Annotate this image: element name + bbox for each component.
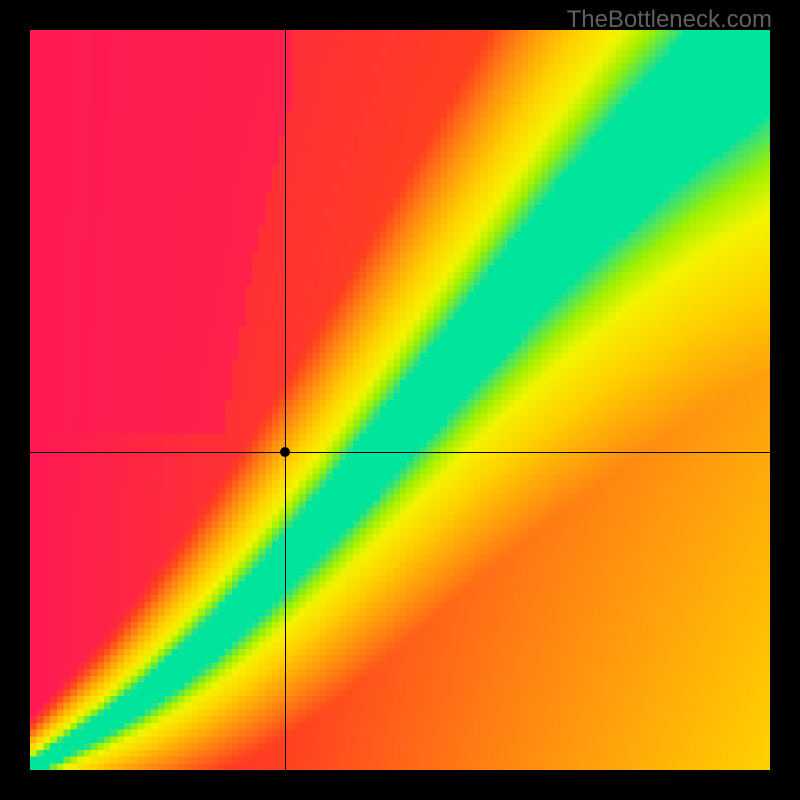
crosshair-horizontal	[30, 452, 770, 453]
bottleneck-heatmap	[30, 30, 770, 770]
crosshair-vertical	[285, 30, 286, 770]
crosshair-marker	[280, 447, 290, 457]
